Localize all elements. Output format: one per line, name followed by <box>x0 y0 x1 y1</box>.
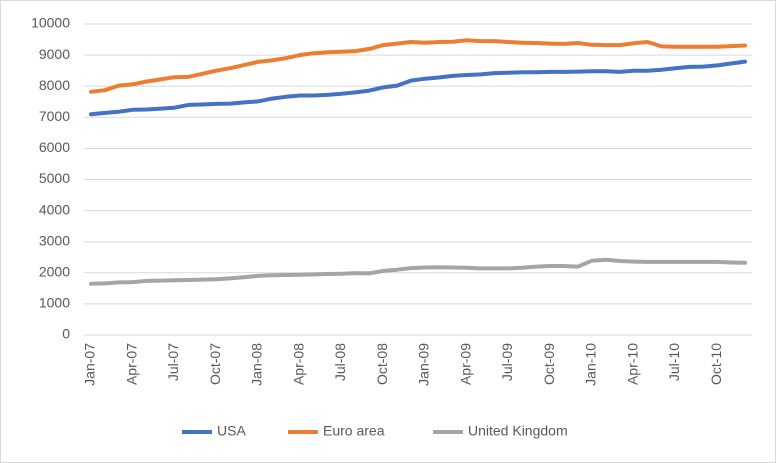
series-line <box>89 257 747 286</box>
x-tick-label: Oct-10 <box>708 343 724 385</box>
y-tick-label: 10000 <box>31 15 70 31</box>
y-tick-label: 8000 <box>39 77 70 93</box>
y-tick-label: 2000 <box>39 264 70 280</box>
series-line <box>89 38 747 94</box>
x-tick-label: Apr-09 <box>457 343 473 385</box>
x-tick-label: Apr-07 <box>123 343 139 385</box>
y-tick-label: 3000 <box>39 232 70 248</box>
y-tick-label: 5000 <box>39 170 70 186</box>
legend-label: Euro area <box>323 423 385 439</box>
x-tick-label: Oct-08 <box>374 343 390 385</box>
x-tick-label: Jan-10 <box>583 343 599 386</box>
x-tick-label: Jul-07 <box>165 343 181 381</box>
x-tick-label: Oct-07 <box>207 343 223 385</box>
x-tick-label: Apr-08 <box>290 343 306 385</box>
x-tick-label: Jul-08 <box>332 343 348 381</box>
x-tick-label: Jul-10 <box>666 343 682 381</box>
x-tick-label: Jul-09 <box>499 343 515 381</box>
y-tick-label: 1000 <box>39 295 70 311</box>
x-tick-label: Jan-09 <box>416 343 432 386</box>
y-tick-label: 6000 <box>39 139 70 155</box>
y-tick-label: 0 <box>62 326 70 342</box>
y-tick-label: 9000 <box>39 46 70 62</box>
x-tick-label: Jan-07 <box>82 343 98 386</box>
x-tick-label: Oct-09 <box>541 343 557 385</box>
y-tick-label: 4000 <box>39 201 70 217</box>
series-line <box>89 59 747 117</box>
legend-label: United Kingdom <box>468 423 568 439</box>
x-tick-label: Apr-10 <box>624 343 640 385</box>
y-tick-label: 7000 <box>39 108 70 124</box>
legend-label: USA <box>217 423 246 439</box>
x-tick-label: Jan-08 <box>249 343 265 386</box>
